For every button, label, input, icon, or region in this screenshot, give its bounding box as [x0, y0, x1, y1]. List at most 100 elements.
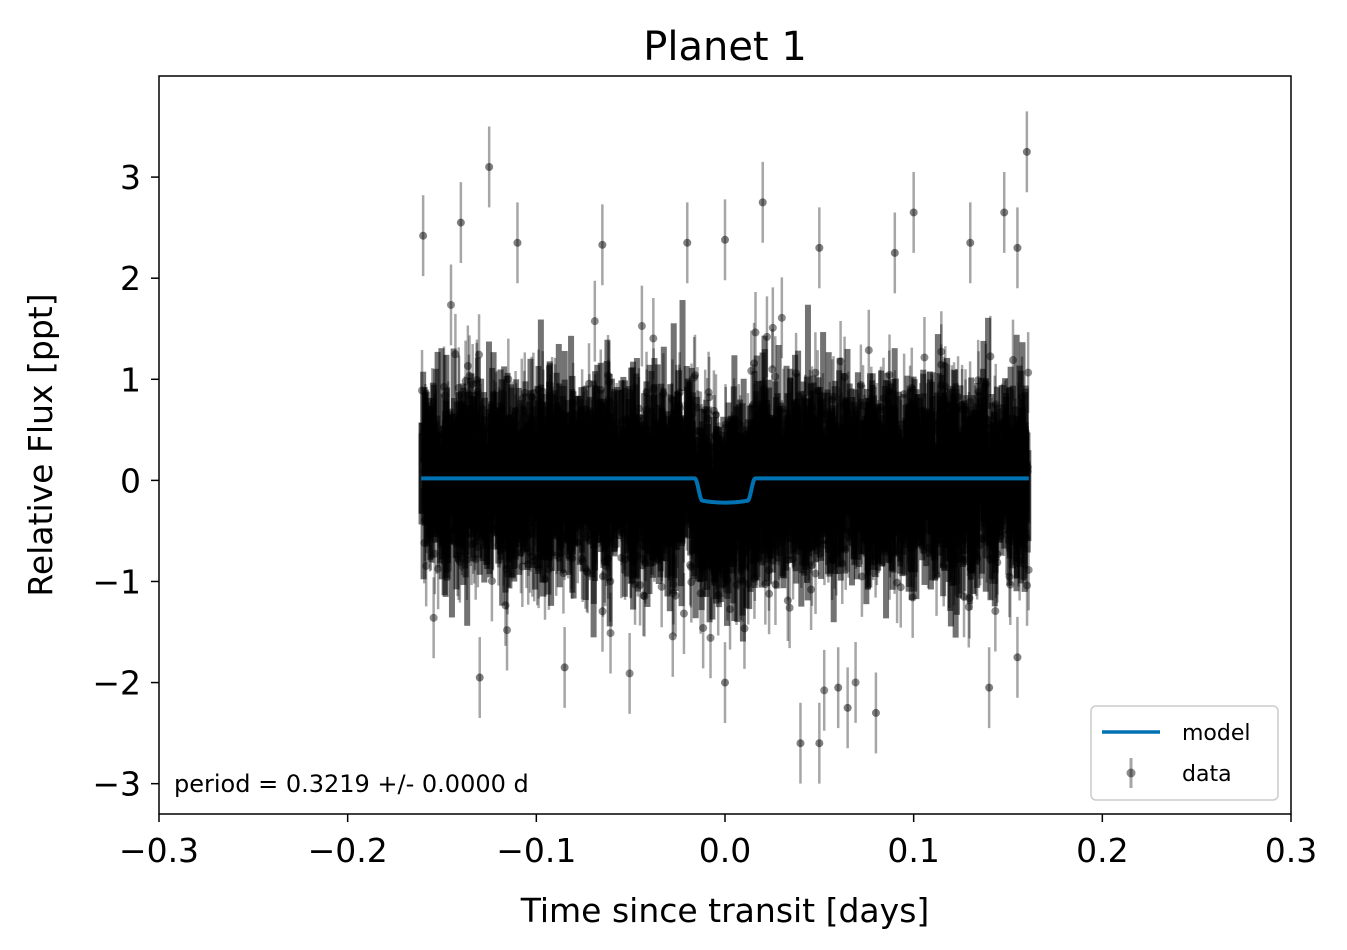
x-tick-label: 0.2	[1076, 831, 1128, 870]
data-point-core	[674, 459, 681, 551]
data-point-core	[599, 435, 606, 527]
data-point-core	[693, 396, 700, 488]
legend: model data	[1090, 705, 1279, 801]
data-point-core	[976, 409, 983, 501]
data-point-core	[447, 411, 454, 503]
x-tick-label: 0.0	[699, 831, 751, 870]
data-point	[625, 632, 634, 714]
data-outlier	[1013, 207, 1022, 289]
data-point-core	[594, 419, 601, 511]
data-point-core	[1013, 334, 1020, 426]
chart-title: Planet 1	[643, 24, 807, 70]
data-point-core	[962, 439, 969, 531]
data-point	[503, 589, 512, 671]
data-point-core	[861, 415, 868, 507]
data-point-core	[930, 469, 937, 561]
data-point-core	[968, 377, 975, 469]
x-axis: −0.3 −0.2 −0.1 0.0 0.1 0.2 0.3	[119, 814, 1317, 870]
data-outlier	[985, 647, 994, 729]
y-tick-label: −3	[92, 765, 141, 804]
data-point-core	[755, 436, 762, 528]
data-point-core	[450, 348, 457, 440]
data-point-core	[454, 401, 461, 493]
legend-box	[1090, 705, 1279, 801]
data-point-core	[723, 491, 730, 583]
data-point-core	[911, 409, 918, 501]
data-point	[960, 556, 969, 638]
data-point-core	[836, 370, 843, 462]
legend-model-label: model	[1182, 721, 1251, 746]
data-point-core	[838, 427, 845, 519]
data-point-core	[800, 394, 807, 486]
data-point-core	[731, 530, 738, 622]
data-point-core	[946, 423, 953, 515]
y-tick-label: 0	[120, 461, 141, 500]
x-tick-label: −0.2	[308, 831, 388, 870]
data-point-core	[799, 445, 806, 537]
period-annotation: period = 0.3219 +/- 0.0000 d	[174, 770, 529, 798]
data-point-core	[468, 373, 475, 465]
data-point-core	[431, 384, 438, 476]
data-point-core	[981, 436, 988, 528]
data-point	[777, 277, 786, 359]
data-point	[598, 570, 607, 652]
data-point-core	[875, 404, 882, 496]
data-point-core	[473, 450, 480, 542]
data-point-core	[952, 383, 959, 475]
data-outlier	[1000, 172, 1009, 253]
data-point-core	[884, 372, 891, 464]
data-point-core	[483, 455, 490, 547]
data-point-core	[569, 501, 576, 593]
data-point-core	[988, 394, 995, 486]
data-point-core	[916, 455, 923, 547]
data-outlier	[815, 207, 824, 289]
data-point-core	[573, 396, 580, 488]
data-point-core	[864, 498, 871, 590]
data-point-core	[761, 335, 768, 427]
data-point-core	[638, 457, 645, 549]
data-point-core	[556, 383, 563, 475]
data-point-core	[650, 486, 657, 578]
data-point-core	[947, 472, 954, 564]
data-point	[851, 642, 860, 723]
data-point-core	[504, 372, 511, 464]
data-point-core	[881, 455, 888, 547]
data-point-core	[739, 550, 746, 642]
data-point-core	[524, 479, 531, 570]
data-point-core	[740, 378, 747, 470]
data-point-core	[572, 454, 579, 546]
data-point-core	[968, 481, 975, 573]
data-point-core	[623, 485, 630, 577]
data-point-core	[616, 437, 623, 529]
data-outlier	[843, 667, 852, 749]
data-point-core	[679, 300, 686, 392]
data-point-core	[423, 455, 430, 547]
data-point-core	[537, 394, 544, 486]
data-point-core	[558, 457, 565, 549]
data-point-core	[829, 408, 836, 500]
data-outlier	[683, 202, 692, 284]
data-outlier	[456, 182, 465, 264]
data-point-core	[762, 389, 769, 481]
model-line	[420, 476, 1030, 505]
data-point-core	[971, 409, 978, 501]
data-point-core	[804, 304, 811, 396]
data-point-core	[576, 425, 583, 517]
data-point-core	[420, 488, 427, 580]
y-tick-label: −2	[92, 664, 141, 703]
data-point-core	[764, 467, 771, 559]
data-point-core	[775, 344, 782, 436]
data-point-core	[893, 437, 900, 529]
data-point	[590, 280, 599, 362]
data-point-core	[669, 425, 676, 517]
data-point-core	[875, 472, 882, 564]
data-point-core	[786, 416, 793, 508]
data-point-core	[485, 341, 492, 433]
data-point-core	[561, 379, 568, 471]
y-tick-label: 3	[120, 158, 141, 197]
data-point-core	[1009, 477, 1016, 569]
data-point-core	[751, 496, 758, 588]
data-point-core	[722, 438, 729, 530]
data-point-core	[584, 421, 591, 513]
data-point-core	[464, 534, 471, 626]
